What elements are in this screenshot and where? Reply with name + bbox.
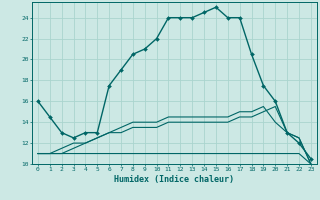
X-axis label: Humidex (Indice chaleur): Humidex (Indice chaleur): [115, 175, 234, 184]
